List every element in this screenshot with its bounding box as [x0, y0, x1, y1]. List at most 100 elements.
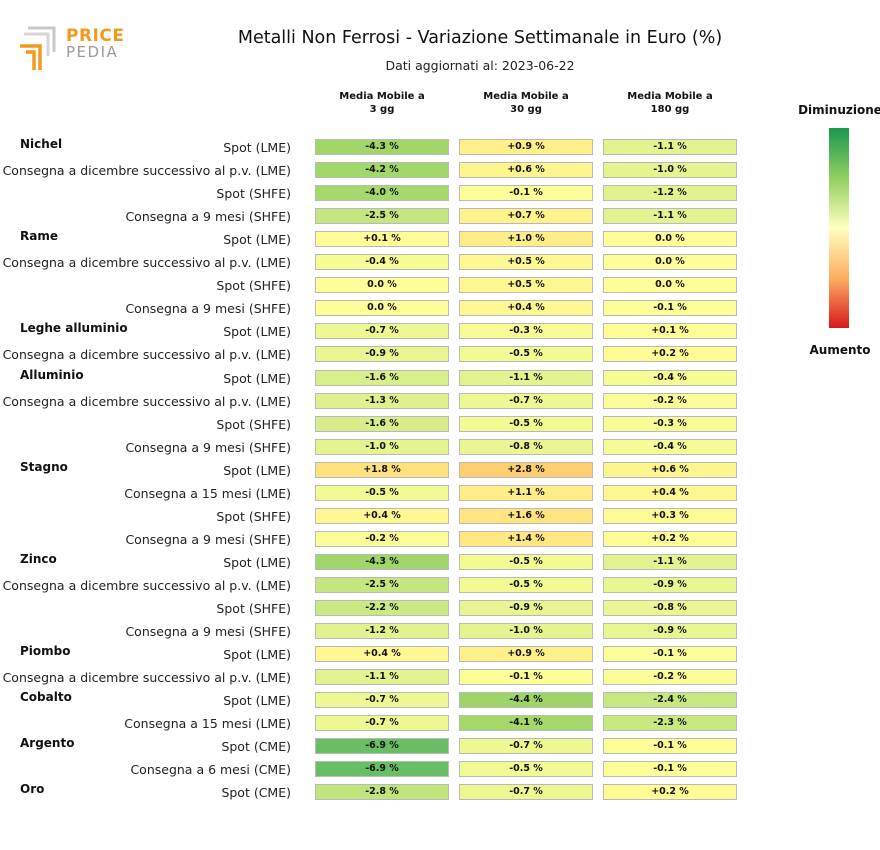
heatmap-cell: -1.0 % — [459, 623, 593, 640]
heatmap-cell: -0.1 % — [603, 300, 737, 317]
pricepedia-logo-icon — [20, 26, 56, 70]
heatmap-cell: +2.8 % — [459, 461, 593, 478]
heatmap-cell: 0.0 % — [603, 277, 737, 294]
heatmap-cell: -1.0 % — [603, 162, 737, 179]
heatmap-cell: -2.3 % — [603, 715, 737, 732]
group-label: Alluminio — [20, 367, 84, 382]
heatmap-cell: 0.0 % — [315, 300, 449, 317]
heatmap-cell: +0.4 % — [315, 646, 449, 663]
heatmap-cell: -2.5 % — [315, 576, 449, 593]
row-label: Spot (SHFE) — [216, 601, 291, 616]
row-label: Consegna a dicembre successivo al p.v. (… — [2, 347, 291, 363]
heatmap-cell: -0.7 % — [315, 323, 449, 340]
heatmap-cell: +0.3 % — [603, 507, 737, 524]
column-header-label: Media Mobile a 30 gg — [483, 91, 569, 115]
heatmap-cell: -0.9 % — [603, 576, 737, 593]
heatmap-cell: -1.1 % — [603, 139, 737, 155]
group-label: Stagno — [20, 459, 68, 474]
row-label: Spot (LME) — [223, 140, 291, 155]
row-label: Consegna a dicembre successivo al p.v. (… — [2, 670, 291, 686]
heatmap-cell: +0.9 % — [459, 646, 593, 663]
page-subtitle: Dati aggiornati al: 2023-06-22 — [385, 58, 575, 73]
heatmap-cell: -0.7 % — [315, 715, 449, 732]
heatmap-cell: +0.5 % — [459, 277, 593, 294]
heatmap-cell: +0.9 % — [459, 139, 593, 155]
heatmap-cell: +0.7 % — [459, 208, 593, 225]
heatmap-cell: -0.5 % — [315, 484, 449, 501]
heatmap-cell: +0.5 % — [459, 254, 593, 271]
heatmap-cell: -2.2 % — [315, 600, 449, 616]
heatmap-cell: -0.9 % — [603, 623, 737, 640]
heatmap-cell: -0.5 % — [459, 346, 593, 363]
heatmap-cell: -1.6 % — [315, 415, 449, 432]
row-label: Consegna a dicembre successivo al p.v. (… — [2, 255, 291, 271]
row-label: Spot (SHFE) — [216, 416, 291, 432]
row-label: Spot (LME) — [223, 462, 291, 478]
row-label: Spot (LME) — [223, 693, 291, 709]
row-label: Consegna a 9 mesi (SHFE) — [125, 301, 291, 317]
heatmap-cell: -0.4 % — [315, 254, 449, 271]
logo-word-price: PRICE — [66, 26, 125, 46]
heatmap-cell: +1.0 % — [459, 231, 593, 248]
heatmap-cell: -0.1 % — [459, 185, 593, 202]
heatmap-cell: -0.8 % — [603, 600, 737, 616]
page-title: Metalli Non Ferrosi - Variazione Settima… — [237, 28, 723, 48]
column-header-30gg: Media Mobile a 30 gg — [459, 90, 593, 116]
heatmap-cell: -6.9 % — [315, 738, 449, 755]
heatmap-cell: -0.2 % — [603, 669, 737, 686]
group-label: Rame — [20, 229, 58, 244]
row-label: Spot (CME) — [221, 785, 291, 801]
heatmap-cell: -1.6 % — [315, 369, 449, 386]
heatmap-cell: -0.1 % — [459, 669, 593, 686]
heatmap-cell: 0.0 % — [603, 231, 737, 248]
row-label: Consegna a 9 mesi (SHFE) — [125, 624, 291, 640]
heatmap-cell: +1.8 % — [315, 461, 449, 478]
row-label: Spot (LME) — [223, 554, 291, 570]
column-header-3gg: Media Mobile a 3 gg — [315, 90, 449, 116]
heatmap-cell: -0.7 % — [459, 784, 593, 801]
legend-label-increase: Aumento — [809, 343, 871, 357]
group-label: Argento — [20, 736, 75, 751]
heatmap-cell: -1.1 % — [603, 553, 737, 570]
heatmap-cell: -0.7 % — [459, 738, 593, 755]
heatmap-cell: +0.4 % — [315, 507, 449, 524]
heatmap-cell: -2.4 % — [603, 692, 737, 709]
heatmap-cell: -4.4 % — [459, 692, 593, 709]
heatmap-cell: -2.5 % — [315, 208, 449, 225]
heatmap-cell: -0.7 % — [459, 392, 593, 409]
row-label: Consegna a dicembre successivo al p.v. (… — [2, 577, 291, 593]
heatmap-cell: -4.3 % — [315, 139, 449, 155]
heatmap-cell: -1.0 % — [315, 438, 449, 455]
row-label: Spot (LME) — [223, 370, 291, 386]
heatmap-cell: -0.4 % — [603, 438, 737, 455]
legend-color-bar — [829, 128, 849, 328]
row-label: Spot (LME) — [223, 324, 291, 340]
heatmap-cell: -1.1 % — [315, 669, 449, 686]
row-label: Consegna a 9 mesi (SHFE) — [125, 439, 291, 455]
pricepedia-logo: PRICE PEDIA — [18, 26, 128, 74]
heatmap-cell: +1.4 % — [459, 530, 593, 547]
heatmap-cell: +1.1 % — [459, 484, 593, 501]
heatmap-cell: -0.2 % — [315, 530, 449, 547]
heatmap-cell: -0.5 % — [459, 576, 593, 593]
group-label: Piombo — [20, 644, 71, 659]
group-label: Nichel — [20, 137, 63, 151]
row-label: Spot (LME) — [223, 232, 291, 248]
heatmap-cell: -1.2 % — [603, 185, 737, 202]
heatmap-cell: +0.2 % — [603, 530, 737, 547]
heatmap-cell: -0.1 % — [603, 738, 737, 755]
legend-label-decrease: Diminuzione — [798, 103, 880, 117]
row-label: Spot (SHFE) — [216, 508, 291, 524]
heatmap-cell: +0.2 % — [603, 346, 737, 363]
group-label: Cobalto — [20, 690, 72, 705]
heatmap-cell: -0.7 % — [315, 692, 449, 709]
heatmap-cell: -0.5 % — [459, 415, 593, 432]
row-label: Consegna a 15 mesi (LME) — [124, 485, 291, 501]
heatmap-cell: -0.1 % — [603, 761, 737, 778]
heatmap-cell: 0.0 % — [603, 254, 737, 271]
heatmap-cell: -0.8 % — [459, 438, 593, 455]
column-header-label: Media Mobile a 180 gg — [627, 91, 713, 115]
row-label: Consegna a 9 mesi (SHFE) — [125, 531, 291, 547]
heatmap-cell: -4.1 % — [459, 715, 593, 732]
row-label: Consegna a 6 mesi (CME) — [130, 762, 291, 778]
